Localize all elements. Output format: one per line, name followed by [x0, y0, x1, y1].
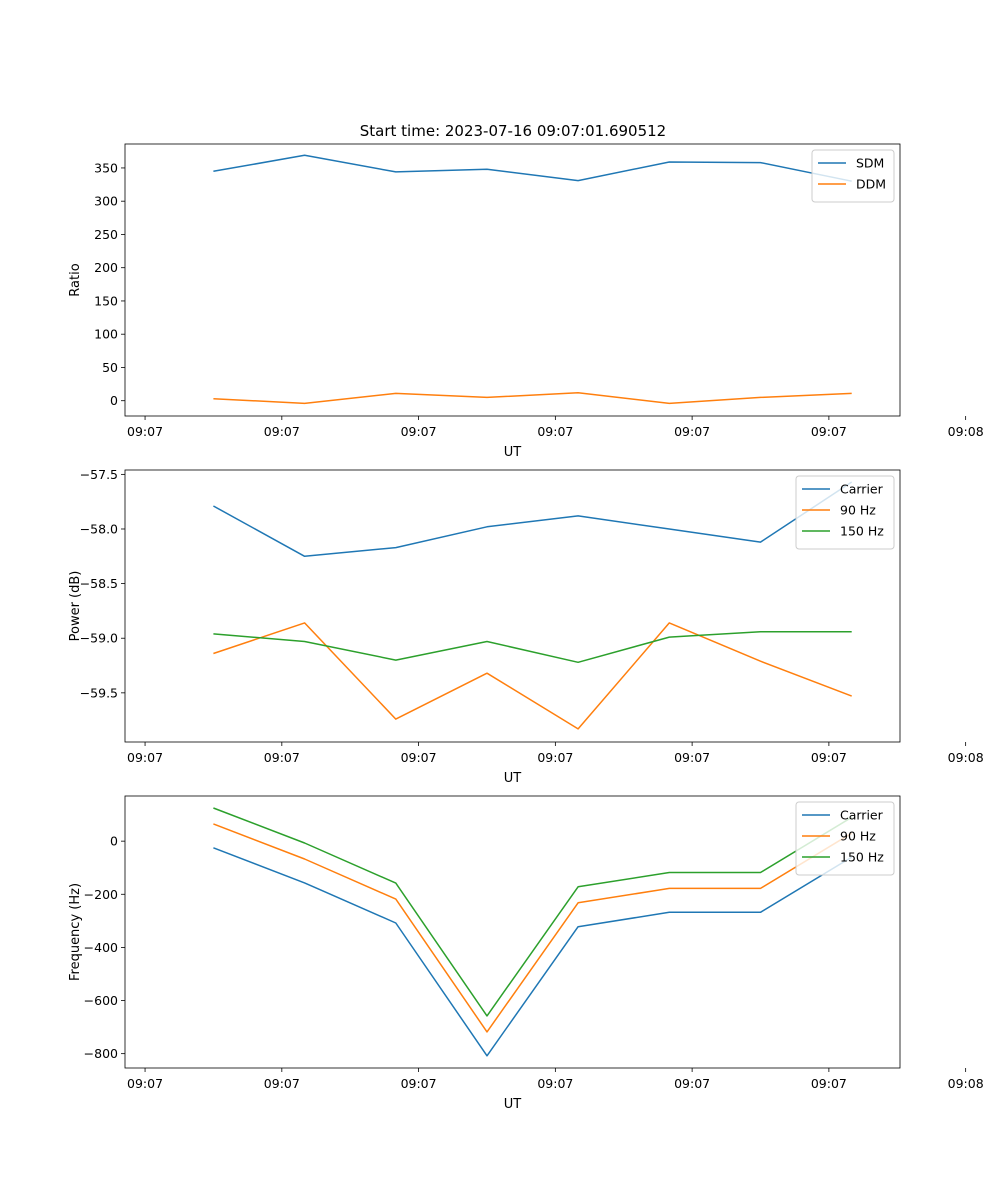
x-tick-label: 09:07: [674, 424, 710, 439]
x-tick-label: 09:07: [127, 1076, 163, 1091]
x-tick-label: 09:07: [811, 1076, 847, 1091]
legend-label: SDM: [856, 156, 884, 171]
figure-title: Start time: 2023-07-16 09:07:01.690512: [360, 122, 666, 140]
x-axis-label: UT: [504, 771, 522, 786]
legend: Carrier 90 Hz 150 Hz: [795, 475, 895, 550]
x-tick-label: 09:08: [948, 750, 984, 765]
x-tick-label: 09:08: [948, 1076, 984, 1091]
legend-label: Carrier: [840, 482, 884, 497]
y-tick-label: 50: [102, 360, 118, 375]
y-tick-label: 250: [94, 227, 118, 242]
series-line-ddm: [213, 391, 852, 405]
y-tick-label: −58.0: [80, 521, 118, 536]
x-tick-label: 09:07: [674, 750, 710, 765]
x-tick-label: 09:07: [401, 424, 437, 439]
x-tick-label: 09:07: [537, 1076, 573, 1091]
series-line-90-hz: [213, 622, 852, 730]
legend-label: 90 Hz: [840, 829, 876, 844]
x-tick-label: 09:07: [127, 424, 163, 439]
y-tick-label: 200: [94, 260, 118, 275]
series-line-90-hz: [213, 823, 853, 1033]
legend-label: Carrier: [840, 808, 884, 823]
power-panel: 09:07 09:07 09:07 09:07 09:07 09:07 09:08 −59.5…: [68, 467, 984, 786]
y-tick-label: −600: [84, 993, 118, 1008]
y-tick-label: 0: [110, 834, 118, 849]
y-tick-label: −800: [84, 1046, 118, 1061]
x-tick-label: 09:07: [811, 424, 847, 439]
x-tick-label: 09:07: [264, 424, 300, 439]
x-tick-label: 09:07: [811, 750, 847, 765]
y-tick-label: −57.5: [80, 467, 118, 482]
x-tick-label: 09:07: [401, 750, 437, 765]
y-axis-label: Ratio: [68, 263, 83, 296]
axes-frame: [124, 143, 901, 417]
y-tick-label: 350: [94, 160, 118, 175]
y-tick-label: 150: [94, 293, 118, 308]
series-line-150-hz: [213, 807, 853, 1017]
legend-label: 90 Hz: [840, 503, 876, 518]
x-tick-label: 09:07: [537, 424, 573, 439]
legend-label: DDM: [856, 177, 886, 192]
legend: SDM DDM: [811, 149, 895, 203]
y-tick-label: −200: [84, 887, 118, 902]
legend-label: 150 Hz: [840, 850, 884, 865]
y-tick-label: 100: [94, 327, 118, 342]
series-line-sdm: [213, 154, 852, 182]
legend: Carrier 90 Hz 150 Hz: [795, 801, 895, 876]
x-axis-label: UT: [504, 1097, 522, 1112]
x-tick-label: 09:07: [537, 750, 573, 765]
x-tick-label: 09:07: [264, 750, 300, 765]
x-tick-label: 09:07: [264, 1076, 300, 1091]
x-tick-label: 09:08: [948, 424, 984, 439]
legend-label: 150 Hz: [840, 524, 884, 539]
y-axis-label: Power (dB): [68, 571, 83, 642]
y-tick-label: 0: [110, 393, 118, 408]
axes-frame: [124, 469, 901, 743]
series-line-carrier: [213, 481, 853, 558]
series-line-carrier: [213, 847, 853, 1057]
series-line-150-hz: [213, 630, 852, 664]
y-axis-label: Frequency (Hz): [68, 883, 83, 981]
x-axis-label: UT: [504, 445, 522, 460]
frequency-panel: 09:07 09:07 09:07 09:07 09:07 09:07 09:08 −800 −…: [68, 795, 984, 1112]
x-tick-label: 09:07: [401, 1076, 437, 1091]
y-tick-label: 300: [94, 194, 118, 209]
y-tick-label: −400: [84, 940, 118, 955]
y-tick-label: −59.5: [80, 685, 118, 700]
ratio-panel: 09:07 09:07 09:07 09:07 09:07 09:07 09:08 0 50 10…: [68, 143, 984, 460]
axes-frame: [124, 795, 901, 1069]
y-tick-label: −59.0: [80, 631, 118, 646]
x-tick-label: 09:07: [674, 1076, 710, 1091]
y-tick-label: −58.5: [80, 576, 118, 591]
x-tick-label: 09:07: [127, 750, 163, 765]
